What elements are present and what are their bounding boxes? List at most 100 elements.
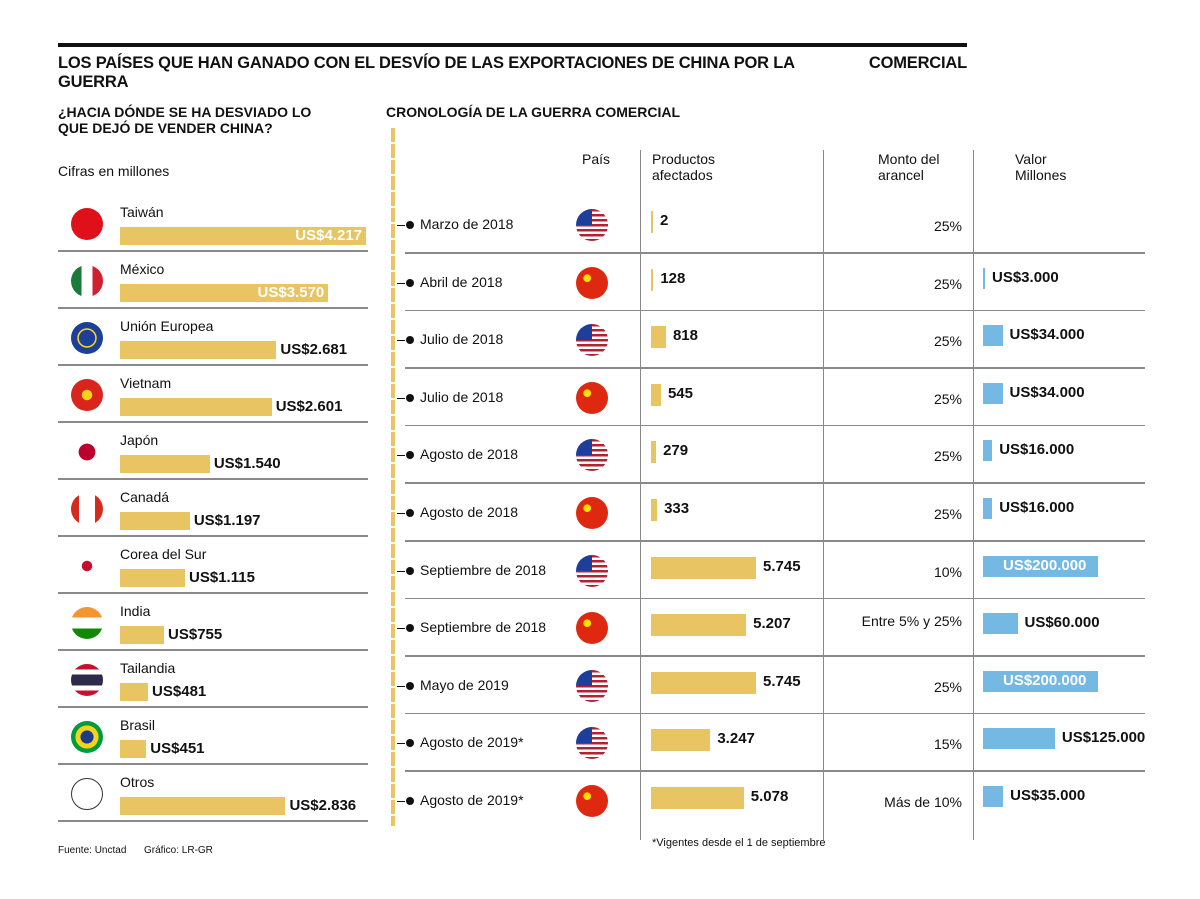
title-part-1: LOS PAÍSES QUE HAN GANADO CON EL DESVÍO … — [58, 54, 795, 91]
timeline-tick — [397, 628, 405, 630]
country-value: US$1.115 — [189, 569, 255, 586]
country-label: Taiwán — [120, 204, 164, 220]
valor-value: US$200.000 — [1003, 556, 1087, 574]
timeline-dot — [406, 336, 414, 345]
valor-bar — [983, 267, 985, 289]
brazil-flag-icon — [71, 721, 103, 753]
country-label: Tailandia — [120, 660, 176, 676]
date-label: Julio de 2018 — [420, 331, 504, 348]
valor-value: US$34.000 — [1009, 326, 1085, 344]
row-divider — [58, 763, 368, 765]
date-label: Septiembre de 2018 — [420, 561, 547, 578]
tariff-value: 25% — [933, 275, 962, 292]
row-divider — [58, 307, 368, 309]
thailand-flag-icon — [71, 664, 103, 696]
timeline-tick — [397, 340, 405, 342]
timeline-dot — [406, 739, 414, 748]
country-bar — [120, 341, 277, 359]
row-divider — [405, 482, 1145, 484]
timeline-tick — [397, 282, 405, 284]
date-label: Marzo de 2018 — [420, 216, 514, 232]
productos-bar — [651, 556, 756, 579]
title-rule — [58, 43, 967, 47]
tariff-value: 25% — [933, 333, 962, 350]
country-label: Otros — [120, 774, 155, 790]
valor-value: US$16.000 — [999, 441, 1075, 459]
japan-flag-icon — [71, 436, 103, 468]
country-label: Unión Europea — [120, 318, 214, 334]
productos-value: 333 — [664, 500, 690, 517]
vietnam-flag-icon — [71, 379, 103, 411]
tariff-value: 25% — [933, 506, 962, 522]
valor-value: US$34.000 — [1009, 383, 1085, 401]
tariff-value: Más de 10% — [884, 794, 962, 810]
timeline-tick — [397, 397, 405, 399]
row-divider — [405, 367, 1145, 369]
country-label: Vietnam — [120, 375, 172, 391]
china-flag-icon — [576, 381, 608, 414]
row-divider — [58, 478, 368, 480]
valor-bar — [983, 382, 1003, 404]
country-value: US$451 — [150, 740, 205, 757]
usa-flag-icon — [576, 439, 608, 472]
country-bar — [120, 512, 190, 530]
column-divider — [640, 150, 641, 840]
row-divider — [405, 655, 1145, 657]
valor-bar — [983, 325, 1003, 347]
productos-value: 5.078 — [750, 788, 789, 805]
header-valor: Valor Millones — [1015, 151, 1067, 183]
valor-bar — [983, 498, 993, 519]
china-flag-icon — [576, 497, 608, 529]
timeline-line — [391, 128, 395, 826]
valor-value: US$3.000 — [992, 268, 1059, 286]
left-chart-title: ¿HACIA DÓNDE SE HA DESVIADO LO QUE DEJÓ … — [58, 104, 312, 136]
country-value: US$2.601 — [275, 398, 343, 415]
row-divider — [405, 597, 1145, 600]
productos-bar — [651, 499, 658, 521]
china-flag-icon — [576, 612, 608, 645]
canada-flag-icon — [71, 493, 103, 525]
productos-bar — [651, 326, 666, 349]
date-label: Mayo de 2019 — [420, 676, 509, 693]
date-label: Agosto de 2018 — [420, 446, 519, 463]
timeline-tick — [397, 455, 405, 457]
row-divider — [58, 250, 368, 252]
left-chart-subtitle: Cifras en millones — [58, 163, 170, 179]
country-bar — [120, 284, 329, 302]
productos-value: 3.247 — [717, 730, 755, 748]
tariff-value: 25% — [933, 218, 962, 234]
timeline-dot — [406, 797, 414, 805]
india-flag-icon — [71, 607, 103, 639]
timeline-dot — [406, 566, 414, 575]
column-divider — [973, 150, 974, 840]
row-divider — [58, 421, 368, 423]
row-divider — [405, 540, 1145, 542]
productos-bar — [651, 268, 654, 291]
productos-value: 128 — [660, 269, 686, 287]
country-value: US$1.197 — [193, 512, 261, 529]
productos-value: 2 — [660, 212, 669, 229]
tariff-value: 25% — [933, 678, 962, 695]
date-label: Septiembre de 2018 — [420, 619, 547, 636]
valor-bar — [983, 786, 1004, 807]
productos-bar — [651, 729, 711, 752]
row-divider — [58, 649, 368, 651]
title-part-2: COMERCIAL — [868, 54, 967, 72]
timeline-tick — [397, 513, 405, 514]
date-label: Abril de 2018 — [420, 273, 503, 290]
timeline-dot — [406, 509, 414, 517]
country-label: Corea del Sur — [120, 546, 207, 562]
usa-flag-icon — [576, 727, 608, 760]
china-flag-icon — [576, 785, 608, 817]
valor-value: US$60.000 — [1024, 614, 1100, 632]
china-flag-icon — [576, 266, 608, 299]
date-label: Agosto de 2019* — [420, 792, 524, 808]
country-value: US$3.570 — [257, 284, 325, 301]
valor-bar — [983, 440, 993, 462]
tariff-value: 15% — [933, 736, 962, 753]
usa-flag-icon — [576, 324, 608, 357]
productos-value: 279 — [663, 442, 689, 460]
timeline-tick — [397, 685, 405, 687]
country-label: Canadá — [120, 489, 170, 505]
productos-value: 818 — [672, 327, 698, 345]
